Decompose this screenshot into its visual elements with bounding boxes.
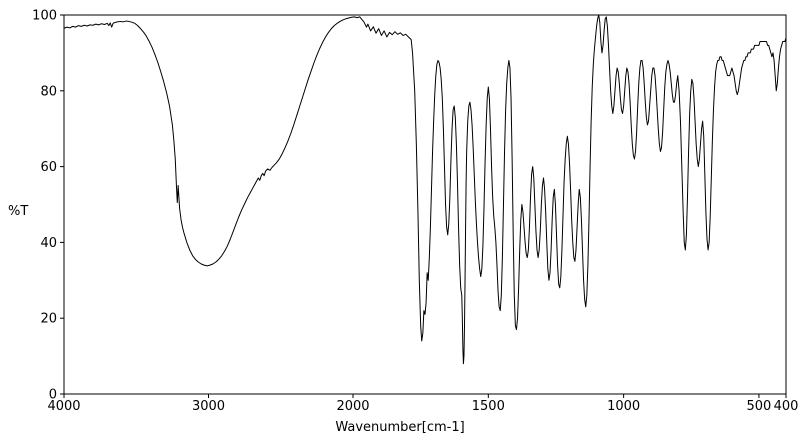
plot-border <box>63 14 787 395</box>
x-tick-label-2000: 2000 <box>336 399 369 414</box>
spectrum-trace <box>63 14 787 365</box>
x-tick-label-1000: 1000 <box>607 399 640 414</box>
x-tick-label-500: 500 <box>747 399 772 414</box>
x-tick-label-4000: 4000 <box>47 399 80 414</box>
y-tick-label-20: 20 <box>40 312 57 327</box>
y-tick-label-0: 0 <box>49 388 57 403</box>
x-tick-label-400: 400 <box>774 399 799 414</box>
y-tick-label-100: 100 <box>32 9 57 24</box>
y-tick-label-60: 60 <box>40 160 57 175</box>
y-tick-label-80: 80 <box>40 84 57 99</box>
y-tick-label-40: 40 <box>40 236 57 251</box>
y-axis-title: %T <box>8 204 29 219</box>
x-axis-title: Wavenumber[cm-1] <box>335 420 465 435</box>
x-tick-label-3000: 3000 <box>192 399 225 414</box>
x-tick-label-1500: 1500 <box>472 399 505 414</box>
